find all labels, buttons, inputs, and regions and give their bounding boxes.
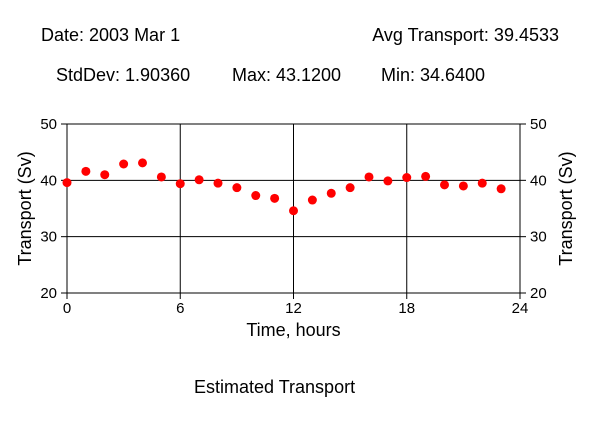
avg-transport-label: Avg Transport: 39.4533 bbox=[372, 25, 559, 45]
data-point bbox=[345, 183, 355, 193]
data-point bbox=[496, 184, 506, 194]
data-point bbox=[232, 183, 242, 193]
data-point bbox=[62, 178, 72, 188]
x-tick-label: 0 bbox=[63, 300, 71, 317]
y-tick-label-left: 50 bbox=[40, 116, 57, 133]
x-tick-label: 6 bbox=[176, 300, 184, 317]
data-point bbox=[251, 191, 261, 201]
date-label: Date: 2003 Mar 1 bbox=[41, 25, 181, 45]
data-points bbox=[62, 158, 506, 216]
x-axis-label: Time, hours bbox=[246, 320, 340, 340]
data-point bbox=[326, 188, 336, 198]
chart-caption: Estimated Transport bbox=[194, 377, 356, 397]
data-point bbox=[156, 172, 166, 182]
data-point bbox=[81, 166, 91, 176]
y-tick-label-right: 40 bbox=[530, 172, 547, 189]
data-point bbox=[383, 176, 393, 186]
data-point bbox=[100, 170, 110, 180]
stddev-label: StdDev: 1.90360 bbox=[56, 65, 191, 85]
y-axis-label-right: Transport (Sv) bbox=[556, 151, 576, 265]
data-point bbox=[213, 178, 223, 188]
y-tick-label-right: 30 bbox=[530, 229, 547, 246]
y-tick-label-right: 20 bbox=[530, 285, 547, 302]
data-point bbox=[270, 193, 280, 203]
data-point bbox=[307, 195, 317, 205]
data-point bbox=[119, 159, 129, 169]
x-tick-label: 24 bbox=[512, 300, 529, 317]
x-tick-label: 18 bbox=[398, 300, 415, 317]
data-point bbox=[477, 178, 487, 188]
y-tick-label-left: 20 bbox=[40, 285, 57, 302]
data-point bbox=[194, 175, 204, 185]
min-label: Min: 34.6400 bbox=[381, 65, 486, 85]
x-tick-label: 12 bbox=[285, 300, 302, 317]
data-point bbox=[421, 171, 431, 181]
data-point bbox=[440, 180, 449, 190]
data-point bbox=[289, 206, 298, 216]
data-point bbox=[364, 172, 374, 182]
y-tick-label-right: 50 bbox=[530, 116, 547, 133]
data-point bbox=[402, 173, 412, 183]
data-point bbox=[175, 179, 185, 189]
data-point bbox=[138, 158, 147, 168]
y-tick-label-left: 30 bbox=[40, 229, 57, 246]
data-point bbox=[458, 181, 468, 191]
max-label: Max: 43.1200 bbox=[232, 65, 342, 85]
y-tick-label-left: 40 bbox=[40, 172, 57, 189]
y-axis-label-left: Transport (Sv) bbox=[15, 151, 35, 265]
